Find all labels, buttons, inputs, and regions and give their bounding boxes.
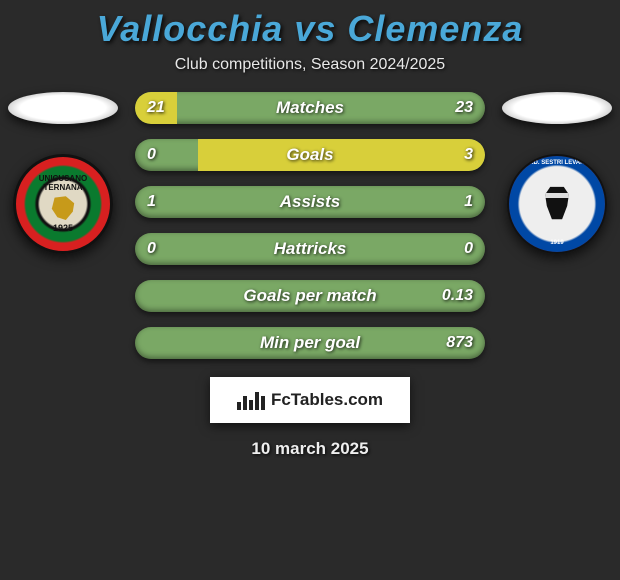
footer-brand-box: FcTables.com <box>210 377 410 423</box>
bar-chart-icon <box>237 390 265 410</box>
stat-bar: Min per goal 873 <box>135 327 485 359</box>
right-club-badge: U.S.D. SESTRI LEVANTE 1919 <box>507 154 607 254</box>
stat-bar: 0 Hattricks 0 <box>135 233 485 265</box>
dragon-icon <box>49 195 77 223</box>
date-text: 10 march 2025 <box>251 439 368 459</box>
player-portrait-placeholder-right <box>502 92 612 124</box>
stat-value-left: 0 <box>147 240 156 258</box>
stat-value-left: 1 <box>147 193 156 211</box>
left-club-badge: UNICUSANO TERNANA 1925 <box>13 154 113 254</box>
stat-bar: Goals per match 0.13 <box>135 280 485 312</box>
stat-value-right: 3 <box>464 146 473 164</box>
stat-label: Goals per match <box>243 286 376 306</box>
stat-label: Assists <box>280 192 340 212</box>
subtitle: Club competitions, Season 2024/2025 <box>175 56 445 74</box>
stat-value-right: 0 <box>464 240 473 258</box>
stat-bar: 1 Assists 1 <box>135 186 485 218</box>
right-column: U.S.D. SESTRI LEVANTE 1919 <box>497 92 617 254</box>
footer-brand-text: FcTables.com <box>271 390 383 410</box>
stat-value-left: 21 <box>147 99 165 117</box>
stat-value-right: 23 <box>455 99 473 117</box>
stat-fill-right <box>198 139 485 171</box>
headband-icon <box>537 193 577 198</box>
stat-label: Hattricks <box>274 239 347 259</box>
stat-label: Min per goal <box>260 333 360 353</box>
stat-value-right: 0.13 <box>442 287 473 305</box>
main-row: UNICUSANO TERNANA 1925 21 Matches 23 0 Goals… <box>0 92 620 359</box>
right-club-year: 1919 <box>550 240 563 246</box>
stat-value-right: 1 <box>464 193 473 211</box>
stat-label: Goals <box>286 145 333 165</box>
player-portrait-placeholder-left <box>8 92 118 124</box>
stat-bar: 21 Matches 23 <box>135 92 485 124</box>
stat-value-right: 873 <box>446 334 473 352</box>
left-club-mid-text: TERNANA <box>43 184 82 193</box>
stat-label: Matches <box>276 98 344 118</box>
left-club-year: 1925 <box>53 223 73 233</box>
stats-column: 21 Matches 23 0 Goals 3 1 Assists 1 0 Hattricks 0 Go… <box>135 92 485 359</box>
right-club-ring-text: U.S.D. SESTRI LEVANTE <box>522 160 592 166</box>
left-column: UNICUSANO TERNANA 1925 <box>3 92 123 254</box>
page-title: Vallocchia vs Clemenza <box>97 8 524 50</box>
stat-value-left: 0 <box>147 146 156 164</box>
moor-head-icon <box>540 185 574 223</box>
stat-bar: 0 Goals 3 <box>135 139 485 171</box>
